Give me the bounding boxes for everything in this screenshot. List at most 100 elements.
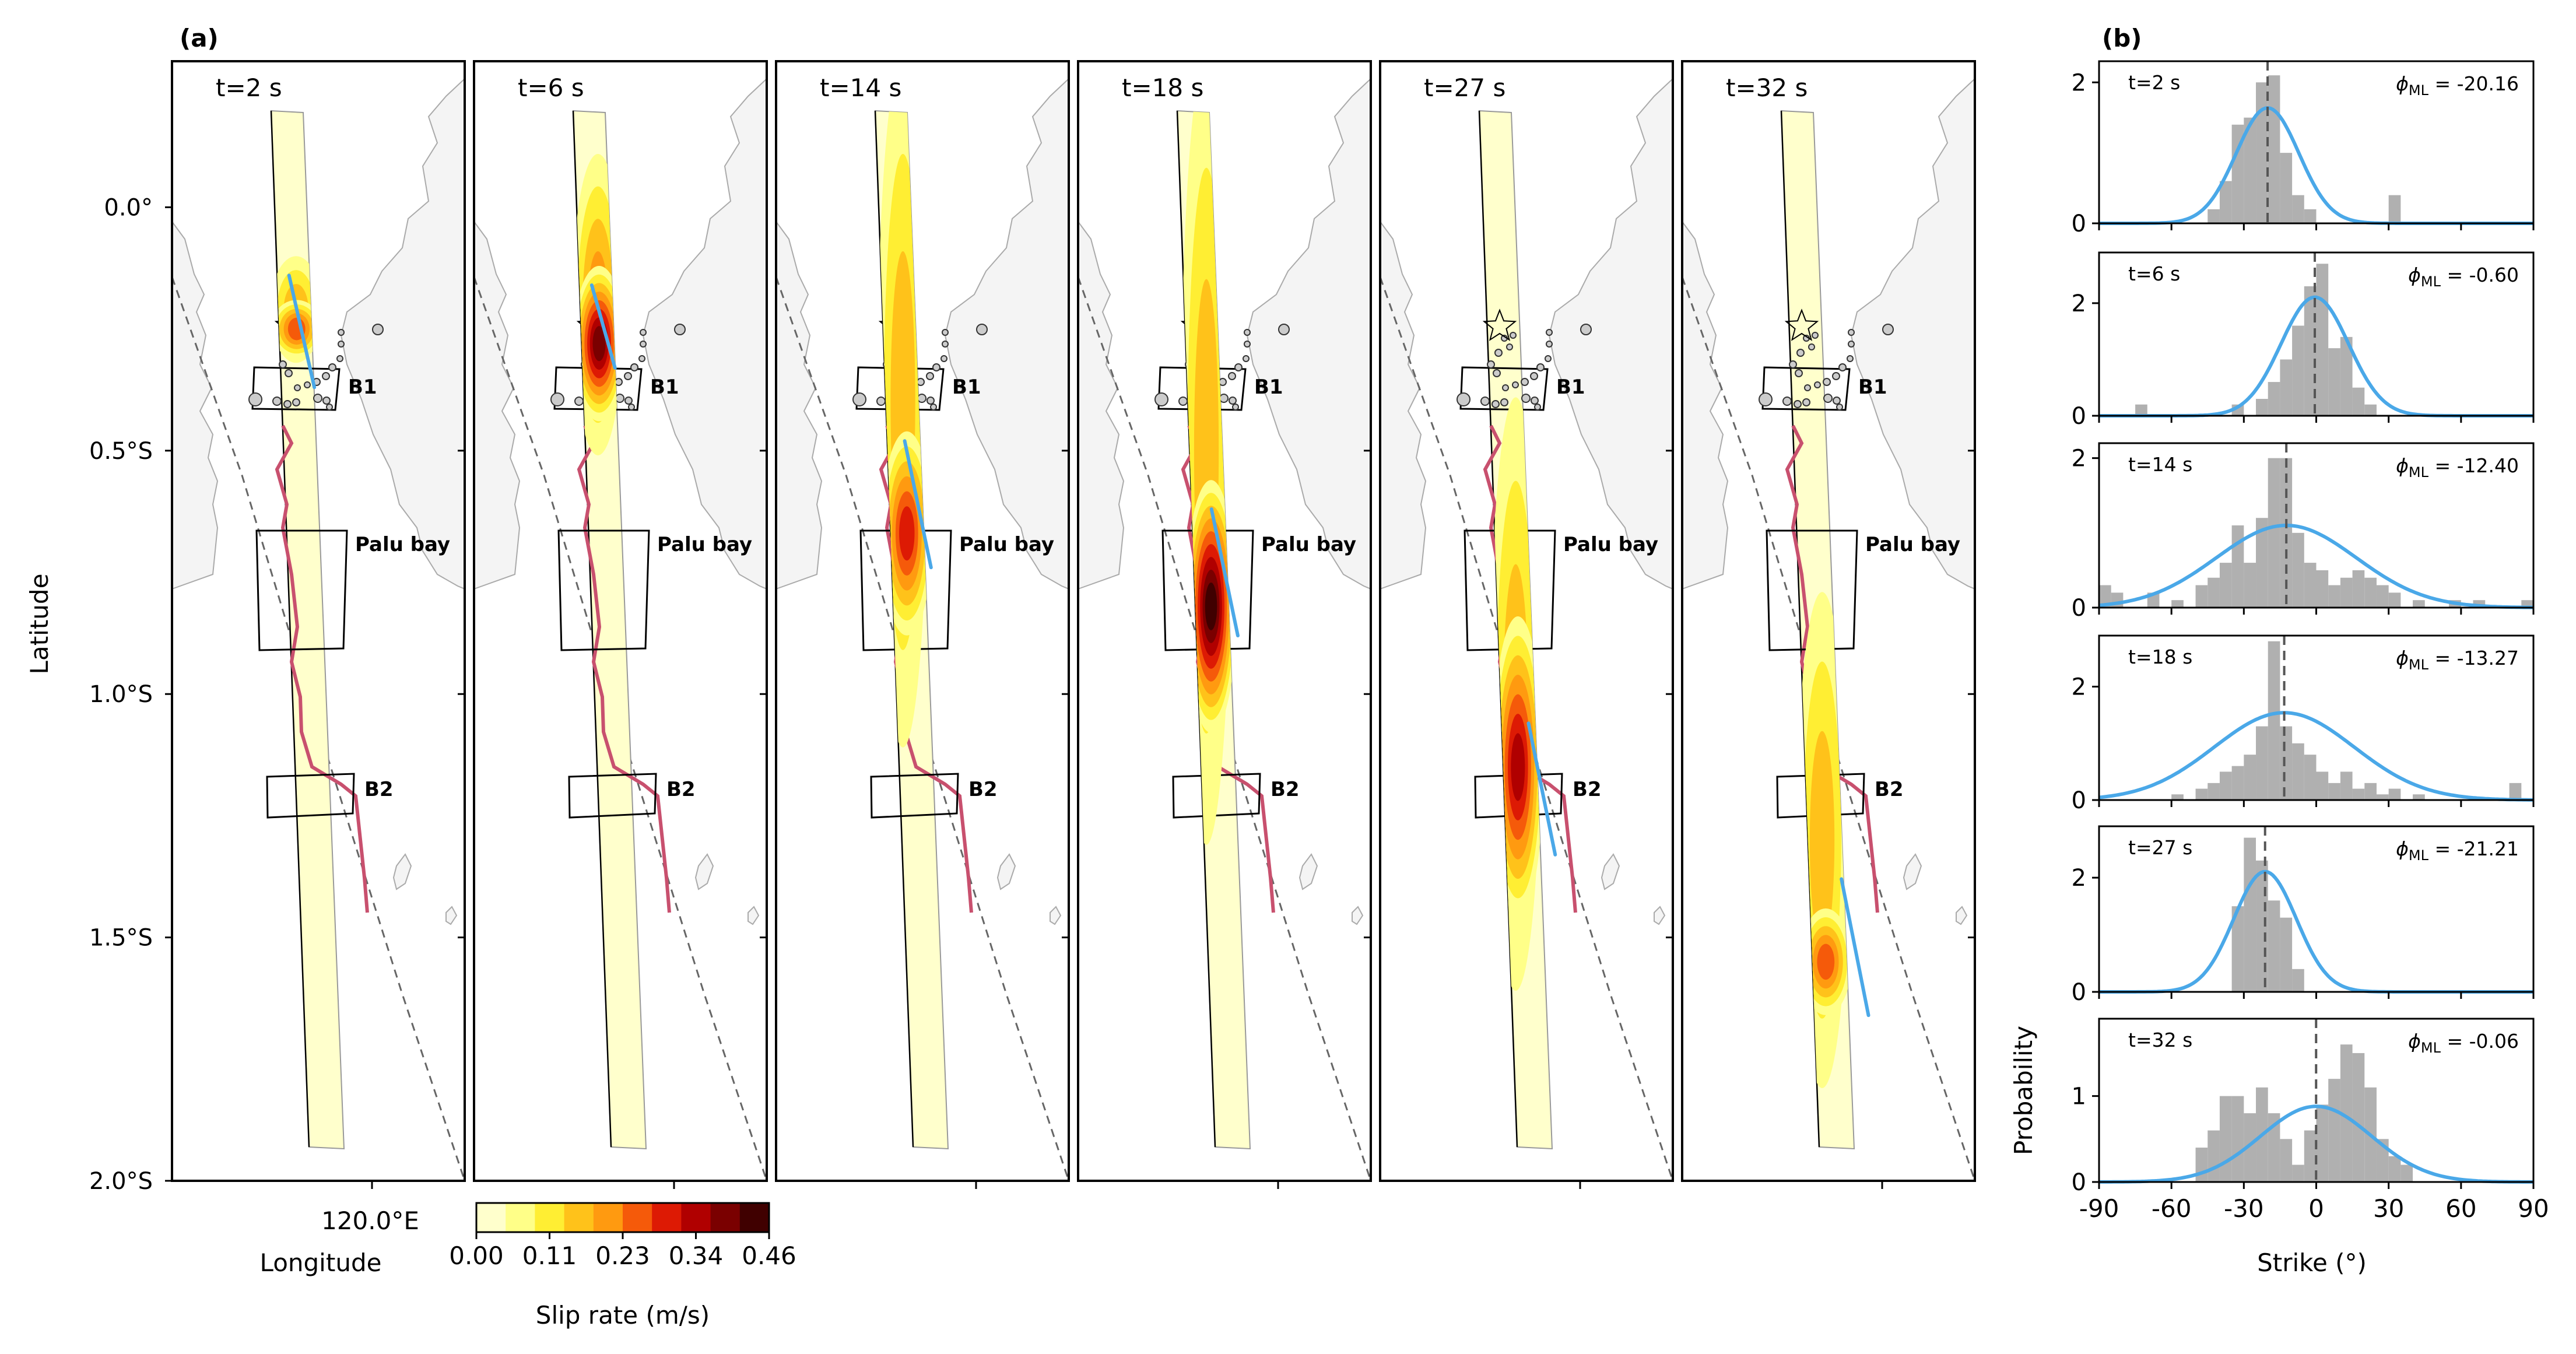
histogram-bar	[2268, 458, 2280, 608]
region-box-label: B2	[1271, 778, 1300, 801]
land-west	[1078, 61, 1125, 590]
histogram-bar	[2244, 755, 2256, 800]
aftershock-marker	[1802, 398, 1810, 406]
aftershock-marker	[1234, 363, 1243, 371]
y-tick-label: 2	[2072, 290, 2086, 317]
island	[1903, 853, 1922, 890]
latitude-tick-label: 1.0°S	[89, 681, 153, 708]
phi-ml-label: ϕML = -21.21	[2396, 837, 2519, 864]
epicenter-star	[1784, 308, 1819, 341]
slip-contour	[1817, 943, 1835, 980]
subplot-time-label: t=2 s	[2128, 71, 2180, 94]
trench-line	[1078, 276, 1371, 1181]
aftershock-marker	[1545, 355, 1552, 362]
colorbar-segment	[535, 1203, 565, 1232]
aftershock-marker	[624, 397, 633, 405]
aftershock-marker	[1493, 369, 1501, 377]
aftershock-marker	[1804, 384, 1811, 391]
land-west	[172, 61, 219, 590]
aftershock-marker	[1823, 394, 1833, 403]
subplot-time-label: t=32 s	[2128, 1029, 2192, 1051]
histogram-subplot-1: 0 2 t=6 s ϕML = -0.60	[2072, 251, 2535, 430]
aftershock-marker	[328, 363, 336, 371]
aftershock-marker	[304, 381, 311, 388]
histogram-bar	[2316, 570, 2329, 608]
histogram-bar	[2268, 641, 2280, 800]
aftershock-marker	[1521, 394, 1531, 403]
longitude-tick-label: 120.0°E	[321, 1206, 419, 1235]
aftershock-marker	[1244, 329, 1251, 336]
land-west	[776, 61, 823, 590]
histogram-bar	[2304, 755, 2317, 800]
histogram-bar	[2244, 1113, 2256, 1182]
region-box	[1766, 529, 1858, 651]
histogram-bar	[2268, 382, 2280, 416]
slip-rate-colorbar: 0.00 0.11 0.23 0.34 0.46	[449, 1202, 796, 1270]
phi-value: = -20.16	[2428, 72, 2519, 95]
aftershock-marker	[926, 372, 934, 380]
panel-frame	[775, 60, 1070, 1182]
aftershock-marker	[1506, 343, 1513, 350]
aftershock-marker	[1882, 324, 1894, 335]
histogram-bar	[2195, 585, 2208, 608]
histogram-bar	[2376, 1139, 2389, 1182]
land-west	[474, 61, 521, 590]
histogram-bar	[2231, 124, 2244, 223]
y-tick-label: 0	[2072, 979, 2086, 1006]
panel-b-strike-histograms: 0 2 t=2 s ϕ ML = -20.16 02t=6 s ϕML = -0.60 0 2 t…	[2072, 60, 2549, 1223]
histogram-bar	[2304, 1130, 2317, 1182]
phi-subscript: ML	[2421, 273, 2441, 290]
aftershock-marker	[1502, 384, 1509, 391]
island	[1352, 906, 1364, 925]
x-tick-label: 30	[2373, 1194, 2404, 1223]
x-tick-label: 0	[2308, 1194, 2324, 1223]
gaussian-fit-curve	[2099, 106, 2533, 225]
aftershock-marker	[876, 397, 886, 406]
slip-contour	[899, 506, 915, 561]
snapshot-time-label: t=14 s	[820, 73, 901, 102]
island	[1298, 853, 1318, 890]
fault-trace	[572, 110, 612, 1148]
phi-ml-label: ϕML = -0.06	[2408, 1030, 2519, 1056]
y-tick-label: 2	[2072, 674, 2086, 701]
histogram-bar	[2304, 286, 2317, 416]
phi-value: = -21.21	[2428, 837, 2519, 860]
colorbar-tick-label: 0.23	[595, 1241, 650, 1270]
aftershock-marker	[1836, 404, 1843, 411]
histogram-bar	[2376, 585, 2389, 608]
histogram-bar	[2316, 771, 2329, 800]
aftershock-marker	[1457, 392, 1471, 406]
region-box-label: Palu bay	[657, 533, 752, 556]
map-layer: B1 Palu bay B2	[474, 61, 767, 1181]
aftershock-marker	[1510, 332, 1517, 339]
aftershock-marker	[1243, 355, 1250, 362]
slip-contour	[1205, 583, 1217, 630]
gaussian-fit-curve	[2098, 711, 2533, 802]
aftershock-marker	[1812, 332, 1819, 339]
aftershock-marker	[1219, 378, 1227, 386]
phi-value: = -13.27	[2428, 647, 2519, 669]
trench-line	[1682, 276, 1975, 1181]
x-tick-label: -30	[2224, 1194, 2264, 1223]
island	[996, 853, 1016, 890]
region-box-label: Palu bay	[355, 533, 450, 556]
histogram-bar	[2231, 525, 2244, 608]
region-box-label: B1	[348, 376, 377, 399]
island	[1601, 853, 1620, 890]
aftershock-marker	[1782, 397, 1792, 406]
aftershock-marker	[1580, 324, 1592, 335]
phi-subscript: ML	[2409, 657, 2429, 673]
aftershock-marker	[1536, 363, 1545, 371]
phi-symbol: ϕ	[2408, 1030, 2421, 1053]
region-box-label: B1	[1556, 376, 1585, 399]
histogram-bar	[2268, 1113, 2280, 1182]
aftershock-marker	[942, 329, 949, 336]
aftershock-marker	[1154, 392, 1168, 406]
aftershock-marker	[1796, 349, 1805, 357]
x-tick-label: -90	[2079, 1194, 2119, 1223]
map-content: B1 Palu bay B2	[1682, 61, 1975, 1181]
aftershock-marker	[976, 324, 988, 335]
colorbar-segment	[710, 1203, 740, 1232]
island	[445, 906, 458, 925]
